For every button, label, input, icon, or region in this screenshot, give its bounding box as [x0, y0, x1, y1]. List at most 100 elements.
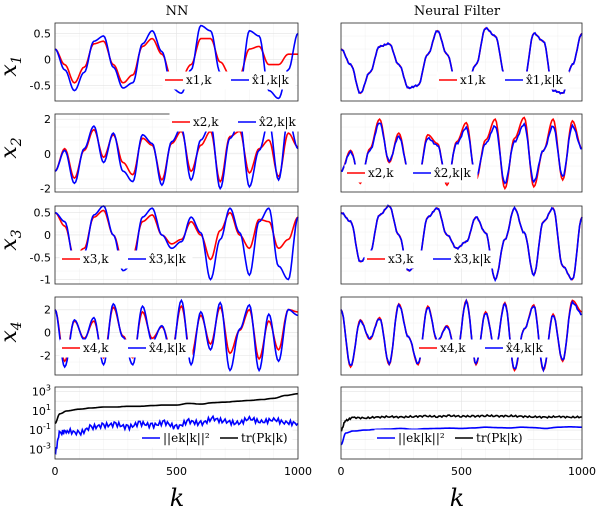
legend: ||ek|k||² tr(Pk|k): [139, 429, 293, 448]
legend-label: x4,k: [440, 341, 466, 355]
legend: x4,k x̂4,k|k: [59, 339, 193, 358]
axis-box: [54, 22, 299, 102]
panel-neural-filter-err: 0 500 1000 ||ek|k||² tr(Pk|k): [338, 386, 596, 478]
x-tick-label: 500: [451, 465, 472, 478]
legend-box: [169, 113, 303, 132]
panel-neural-filter-x1: x1,k x̂1,k|k: [340, 22, 583, 102]
row-label-x2: x2: [0, 137, 25, 158]
legend-label: x3,k: [388, 252, 414, 266]
column-title-nn: NN: [166, 4, 189, 19]
legend-label: x̂4,k|k: [506, 341, 544, 355]
legend: x3,k x̂3,k|k: [364, 250, 498, 269]
legend-box: [416, 339, 550, 358]
panel-grid: -0.5 0 0.5 x1,k x̂1,k|k -2 0 2 x2,k x̂2,k|k -1 -0.5…: [29, 22, 596, 478]
x-tick-label: 0: [52, 465, 59, 478]
legend-label: x̂2,k|k: [434, 166, 472, 180]
legend-label: x2,k: [193, 115, 219, 129]
legend-label: x4,k: [83, 341, 109, 355]
legend: x3,k x̂3,k|k: [59, 250, 193, 269]
y-tick-label: 0.5: [34, 27, 52, 40]
legend-label: ||ek|k||²: [398, 431, 445, 445]
svg-text:x2: x2: [0, 137, 25, 158]
y-tick-label: -2: [40, 350, 51, 363]
legend-box: [364, 250, 498, 269]
legend-box: [162, 71, 296, 90]
series-line-a: [54, 209, 299, 263]
panel-neural-filter-x3: x3,k x̂3,k|k: [340, 204, 583, 285]
legend-box: [59, 250, 193, 269]
axis-box: [340, 22, 583, 102]
series-line-b: [340, 298, 583, 373]
y-tick-label: 0: [44, 148, 51, 161]
legend-label: x̂2,k|k: [259, 115, 297, 129]
series-line-b: [54, 205, 299, 281]
legend-label: x̂3,k|k: [454, 252, 492, 266]
series-line-a: [54, 414, 299, 455]
legend-box: [374, 429, 528, 448]
legend-label: x1,k: [186, 73, 212, 87]
y-tick-label: 2: [44, 113, 51, 126]
series-line-b: [54, 24, 299, 100]
row-label-x1: x1: [0, 55, 25, 76]
legend-label: x2,k: [368, 166, 394, 180]
x-tick-label: 1000: [568, 465, 596, 478]
row-label-x3: x3: [0, 229, 25, 250]
legend: x4,k x̂4,k|k: [416, 339, 550, 358]
axis-box: [340, 113, 583, 193]
panel-neural-filter-x4: x4,k x̂4,k|k: [340, 296, 583, 376]
series-line-b: [340, 413, 582, 432]
legend-label: x̂1,k|k: [252, 73, 290, 87]
x-tick-label: 1000: [284, 465, 312, 478]
legend-box: [436, 71, 570, 90]
y-tick-label: 10-1: [29, 422, 51, 437]
legend-label: ||ek|k||²: [163, 431, 210, 445]
y-tick-label: -0.5: [30, 251, 51, 264]
y-tick-label: 10-3: [29, 441, 51, 456]
legend-label: x̂1,k|k: [526, 73, 564, 87]
legend-label: tr(Pk|k): [476, 431, 523, 445]
axis-box: [340, 296, 583, 376]
series-line-b: [340, 122, 583, 185]
series-line-b: [340, 204, 583, 283]
legend-label: x1,k: [460, 73, 486, 87]
legend: x1,k x̂1,k|k: [436, 71, 570, 90]
y-tick-label: 2: [44, 304, 51, 317]
legend-label: x3,k: [83, 252, 109, 266]
axis-box: [340, 386, 583, 460]
row-label-x4: x4: [0, 321, 25, 342]
panel-nn-err: 10-3 10-1 101 103 0 500 1000 ||ek|k||² tr(Pk|k): [29, 384, 312, 478]
series-line-a: [54, 128, 299, 183]
panel-nn-x2: -2 0 2 x2,k x̂2,k|k: [40, 113, 303, 196]
series-line-b: [54, 298, 299, 373]
panel-neural-filter-x2: x2,k x̂2,k|k: [340, 113, 583, 193]
y-tick-label: 101: [32, 403, 51, 418]
legend: x2,k x̂2,k|k: [344, 164, 478, 183]
svg-text:x3: x3: [0, 229, 25, 250]
legend-box: [139, 429, 293, 448]
series-line-b: [54, 116, 299, 191]
y-tick-label: 0: [44, 229, 51, 242]
axis-box: [54, 386, 299, 460]
legend-box: [59, 339, 193, 358]
legend: x1,k x̂1,k|k: [162, 71, 296, 90]
axis-box: [340, 205, 583, 285]
y-tick-label: 0: [44, 53, 51, 66]
y-tick-label: -1: [40, 274, 51, 287]
legend: x2,k x̂2,k|k: [169, 113, 303, 132]
legend: ||ek|k||² tr(Pk|k): [374, 429, 528, 448]
x-tick-label: 500: [166, 465, 187, 478]
series-line-a: [340, 425, 582, 446]
axis-box: [54, 296, 299, 376]
x-tick-label: 0: [338, 465, 345, 478]
y-tick-label: 0: [44, 327, 51, 340]
series-line-b: [54, 392, 299, 425]
y-tick-label: 0.5: [34, 207, 52, 220]
legend-label: x̂4,k|k: [149, 341, 187, 355]
legend-box: [344, 164, 478, 183]
svg-text:x1: x1: [0, 55, 25, 76]
panel-nn-x1: -0.5 0 0.5 x1,k x̂1,k|k: [30, 22, 299, 102]
panel-nn-x3: -1 -0.5 0 0.5 x3,k x̂3,k|k: [30, 205, 299, 287]
legend-label: tr(Pk|k): [241, 431, 288, 445]
y-tick-label: 103: [32, 384, 51, 399]
